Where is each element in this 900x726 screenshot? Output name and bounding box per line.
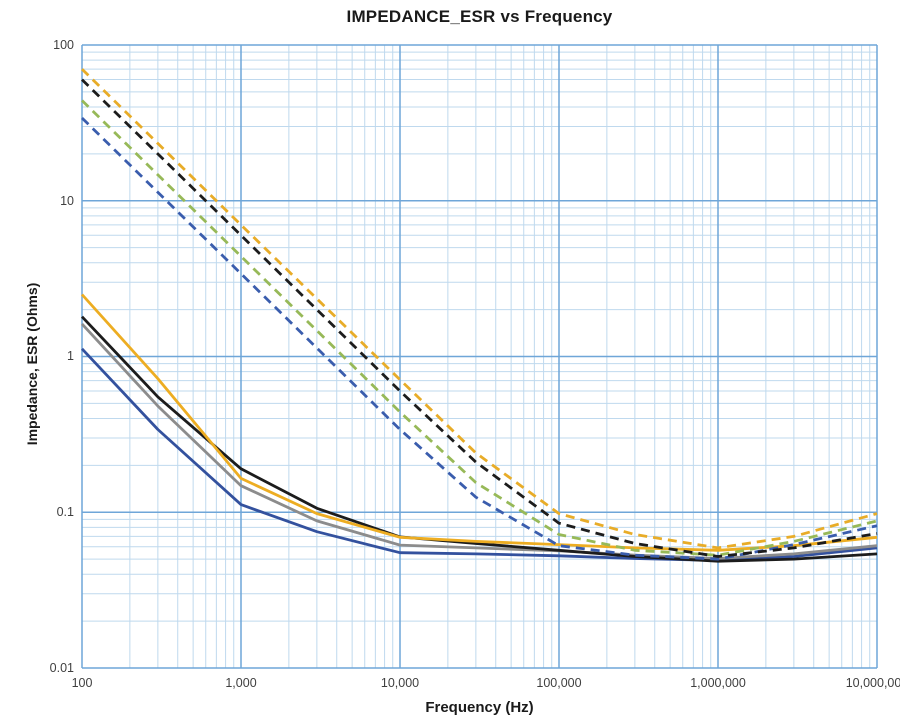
series-esr-solid-gray bbox=[80, 322, 878, 560]
y-axis-title: Impedance, ESR (Ohms) bbox=[24, 282, 40, 446]
x-tick-label: 10,000,000 bbox=[845, 676, 900, 690]
series-esr-solid-orange bbox=[80, 293, 878, 552]
y-tick-label: 100 bbox=[53, 38, 74, 52]
x-tick-label: 1,000,000 bbox=[690, 676, 746, 690]
chart-title: IMPEDANCE_ESR vs Frequency bbox=[346, 7, 613, 26]
y-tick-label: 10 bbox=[60, 194, 74, 208]
series-impedance-dashed-black bbox=[81, 78, 878, 558]
x-tick-label: 100,000 bbox=[536, 676, 582, 690]
series-esr-solid-black bbox=[80, 315, 878, 563]
x-axis-title: Frequency (Hz) bbox=[425, 699, 534, 716]
series-impedance-dashed-green bbox=[81, 99, 878, 557]
series-impedance-dashed-orange bbox=[81, 68, 878, 550]
x-tick-label: 100 bbox=[71, 676, 93, 690]
y-tick-label: 1 bbox=[67, 349, 74, 363]
y-tick-label: 0.01 bbox=[49, 661, 74, 675]
x-tick-label: 1,000 bbox=[225, 676, 257, 690]
y-tick-label: 0.1 bbox=[56, 505, 74, 519]
x-tick-label: 10,000 bbox=[380, 676, 420, 690]
